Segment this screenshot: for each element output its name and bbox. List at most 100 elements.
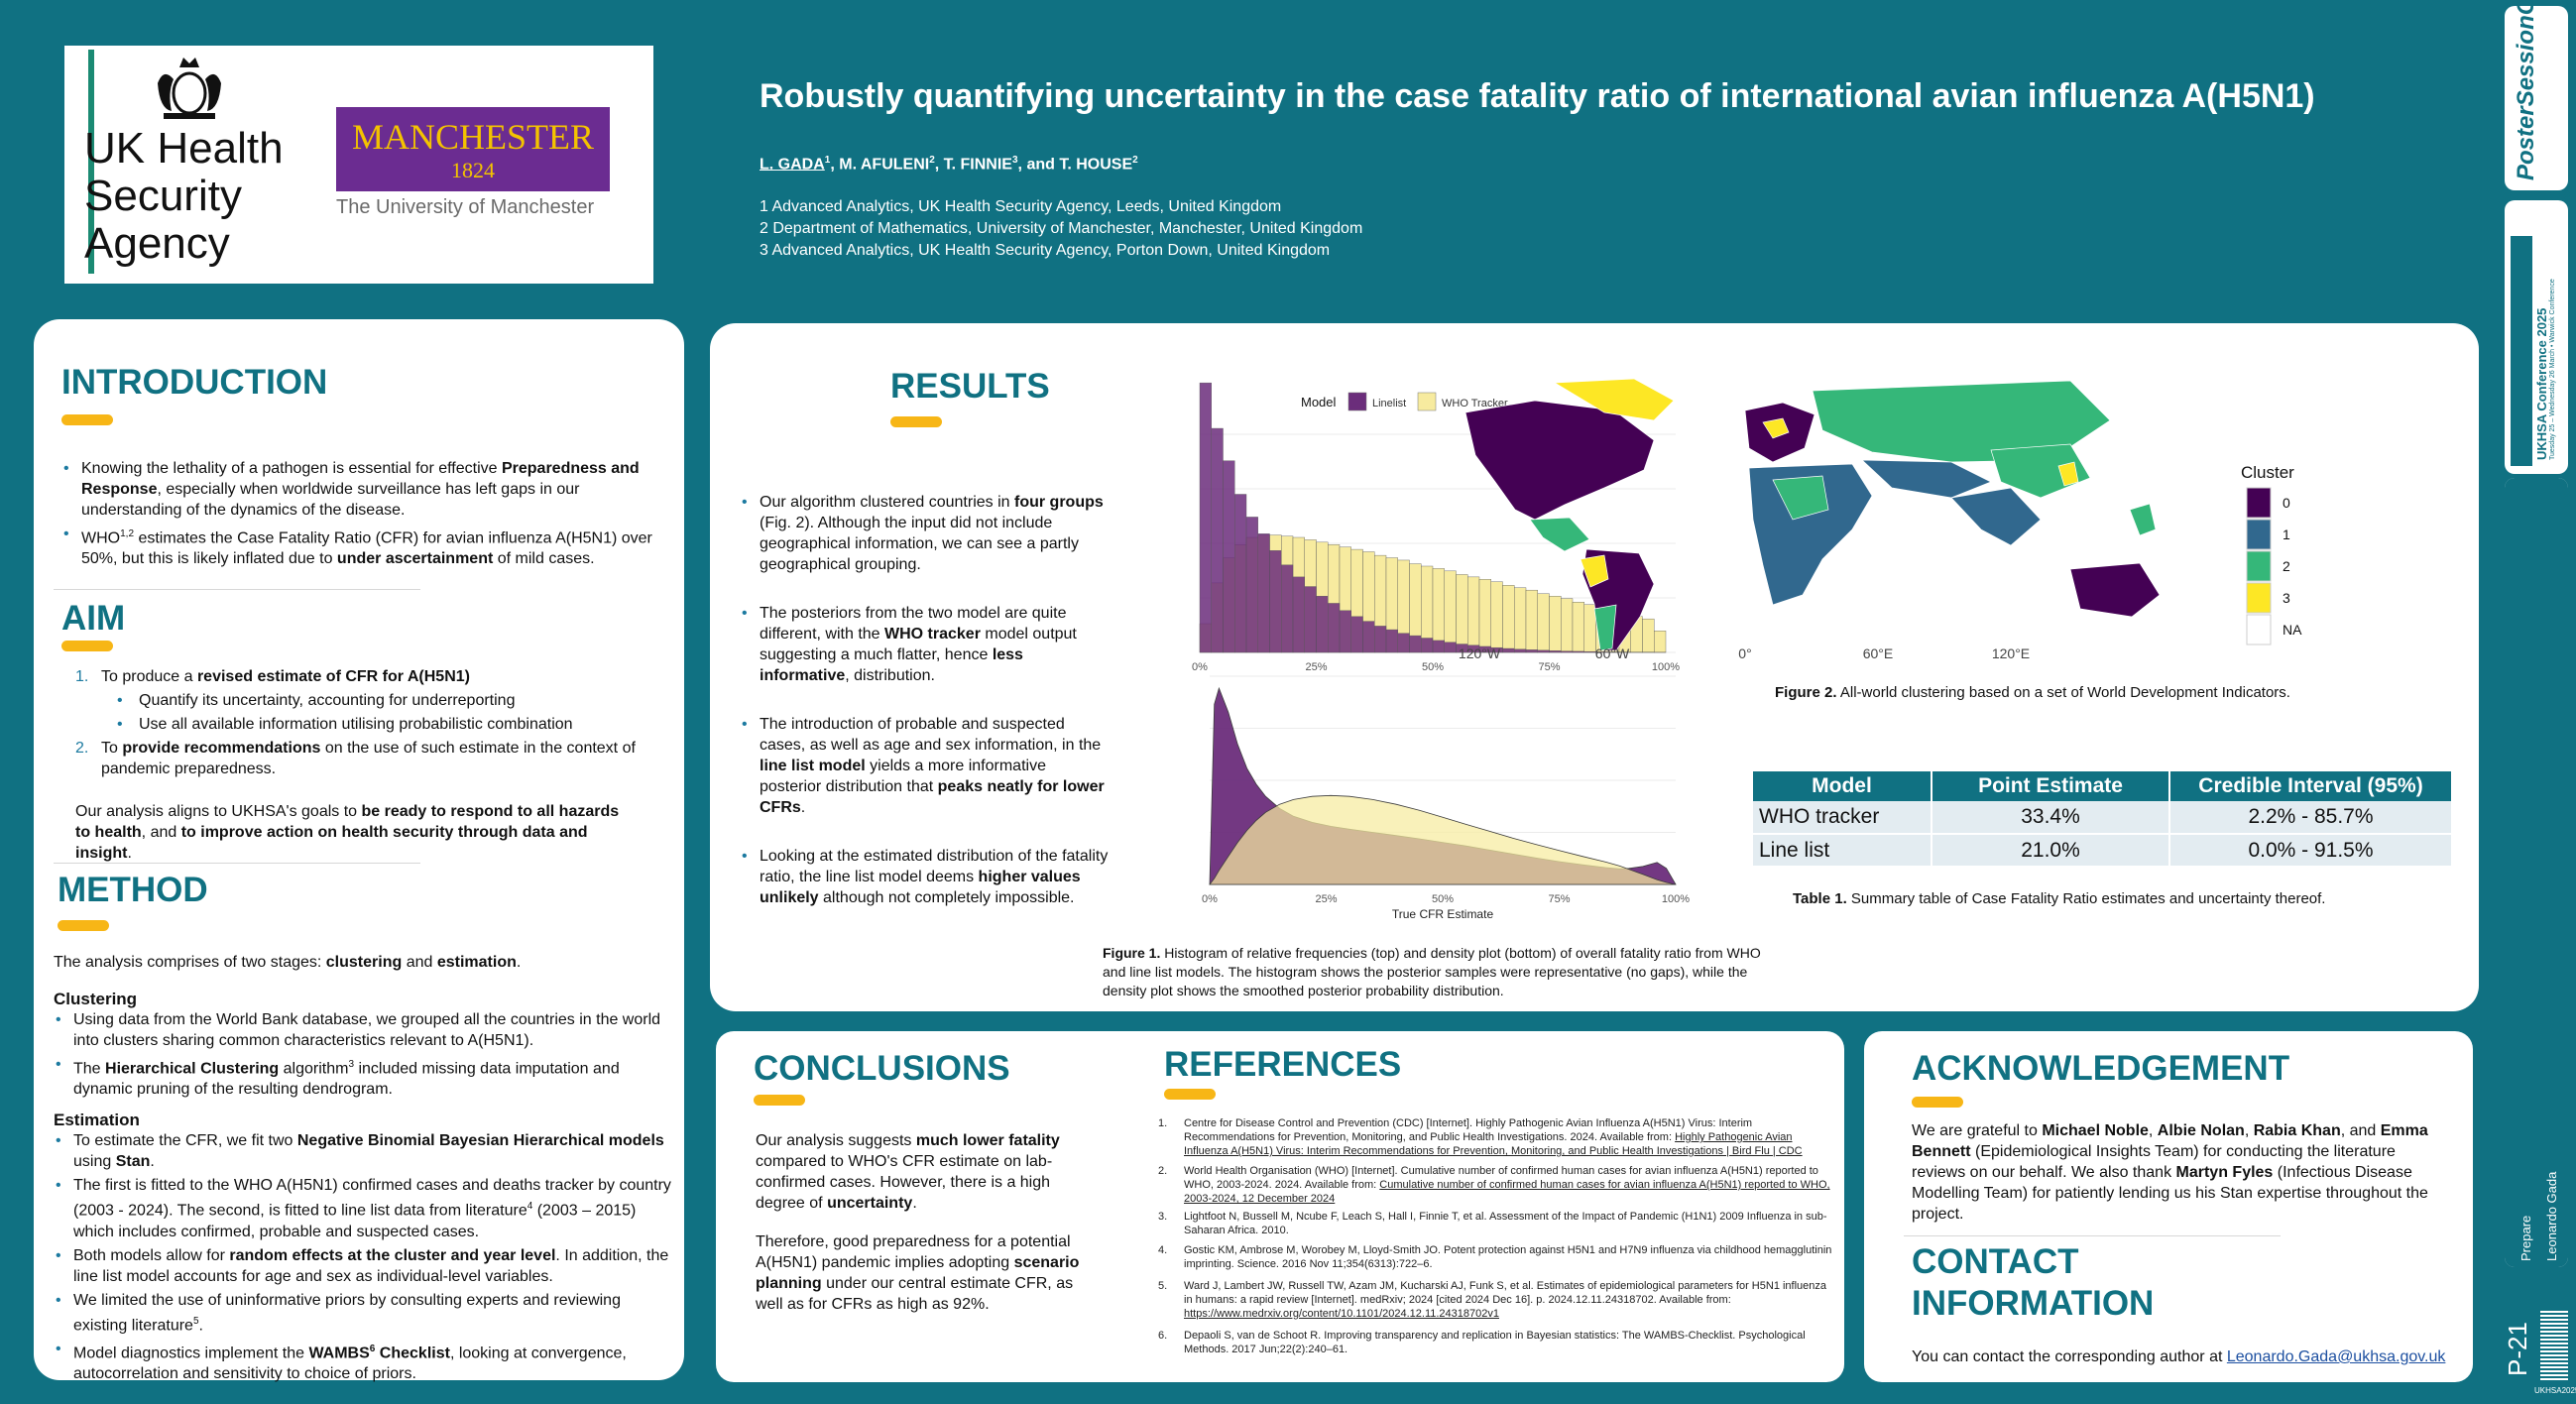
list-item: Both models allow for random effects at … <box>54 1245 672 1287</box>
poster-title: Robustly quantifying uncertainty in the … <box>760 77 2315 115</box>
estimation-list: To estimate the CFR, we fit two Negative… <box>54 1130 672 1384</box>
reference-text: Depaoli S, van de Schoot R. Improving tr… <box>1184 1330 1806 1355</box>
logo-line: Security <box>84 172 242 220</box>
table-header: Model <box>1753 771 1932 801</box>
table-cell: Line list <box>1753 834 1932 868</box>
table-cell: WHO tracker <box>1753 801 1932 835</box>
sidebar-author: Leonardo Gada <box>2544 1171 2559 1261</box>
list-item: The posteriors from the two model are qu… <box>740 603 1111 686</box>
introduction-heading: INTRODUCTION <box>61 363 328 402</box>
histogram-bar <box>1328 603 1341 653</box>
heading-accent-bar <box>58 920 109 931</box>
map-country <box>1861 459 1992 499</box>
histogram-bar <box>1257 533 1270 653</box>
histogram-bar <box>1234 494 1247 653</box>
reference-number: 1. <box>1158 1117 1168 1129</box>
legend-label: WHO Tracker <box>1442 398 1508 410</box>
author-sup: 2 <box>929 155 935 166</box>
conference-title: UKHSA Conference 2025 <box>2534 307 2549 460</box>
list-item: Using data from the World Bank database,… <box>54 1009 672 1051</box>
list-item: Knowing the lethality of a pathogen is e… <box>61 458 666 521</box>
list-item: The first is fitted to the WHO A(H5N1) c… <box>54 1175 672 1241</box>
x-tick-label: 0% <box>1192 661 1208 673</box>
table-row: WHO tracker 33.4% 2.2% - 85.7% <box>1753 801 2453 835</box>
conference-card[interactable]: UKHSA Conference 2025 Tuesday 25 – Wedne… <box>2505 200 2568 474</box>
aim-paragraph: Our analysis aligns to UKHSA's goals to … <box>75 803 620 862</box>
histogram-bar <box>1245 517 1258 653</box>
reference-text: Lightfoot N, Bussell M, Ncube F, Leach S… <box>1184 1211 1827 1236</box>
legend-swatch <box>2246 487 2272 519</box>
list-item: Our algorithm clustered countries in fou… <box>740 492 1111 575</box>
histogram-bar <box>1292 576 1305 653</box>
density-area <box>1209 794 1677 885</box>
logo-line: Agency <box>84 219 230 268</box>
manchester-year: 1824 <box>451 158 495 182</box>
introduction-list: Knowing the lethality of a pathogen is e… <box>61 458 666 572</box>
manchester-subtitle: The University of Manchester <box>336 196 595 218</box>
list-item: WHO1,2 estimates the Case Fatality Ratio… <box>61 524 666 569</box>
map-x-tick: 60°W <box>1595 645 1630 658</box>
author-sup: 1 <box>824 155 831 166</box>
reference-link[interactable]: Highly Pathogenic Avian Influenza A(H5N1… <box>1184 1131 1803 1157</box>
table-row: Line list 21.0% 0.0% - 91.5% <box>1753 834 2453 868</box>
legend-swatch <box>2246 550 2272 582</box>
reference-item: 1. Centre for Disease Control and Prevent… <box>1158 1116 1832 1162</box>
logo-box: UK Health Security Agency MANCHESTER 182… <box>64 46 653 284</box>
table-cell: 2.2% - 85.7% <box>2169 801 2453 835</box>
estimation-heading: Estimation <box>54 1111 140 1130</box>
results-list: Our algorithm clustered countries in fou… <box>740 492 1111 911</box>
list-item: 1. To produce a revised estimate of CFR f… <box>75 668 470 685</box>
histogram-chart: Model Linelist WHO Tracker 0% 25% 50% 75% 100% <box>1192 382 1680 673</box>
legend-label: 2 <box>2283 558 2290 574</box>
x-tick-label: 75% <box>1538 661 1560 673</box>
x-tick-label: 100% <box>1662 893 1690 905</box>
affiliation: 1 Advanced Analytics, UK Health Security… <box>760 198 1282 215</box>
acknowledgement-panel: ACKNOWLEDGEMENT We are grateful to Micha… <box>1864 1031 2473 1382</box>
author-2: , M. AFULENI <box>830 156 930 174</box>
list-item: The Hierarchical Clustering algorithm3 i… <box>54 1054 672 1100</box>
author-4: , and T. HOUSE <box>1017 156 1133 174</box>
manchester-wordmark: MANCHESTER <box>351 117 595 157</box>
legend-swatch <box>2246 519 2272 550</box>
brand-main: SessionOnline <box>2513 0 2539 107</box>
brand-card[interactable]: PosterSessionOnline <box>2505 0 2568 190</box>
map-country <box>1748 463 1873 606</box>
crest-icon <box>88 50 94 274</box>
reference-text: Centre for Disease Control and Preventio… <box>1184 1117 1803 1157</box>
reference-link[interactable]: https://www.medrxiv.org/content/10.1101/… <box>1184 1308 1499 1320</box>
list-item: Model diagnostics implement the WAMBS6 C… <box>54 1339 672 1384</box>
divider <box>1904 1235 2281 1236</box>
prepare-card[interactable]: Prepare Leonardo Gada <box>2505 478 2568 1267</box>
conclusions-heading: CONCLUSIONS <box>754 1049 1010 1088</box>
list-item: Quantify its uncertainty, accounting for… <box>61 690 666 711</box>
email-link[interactable]: Leonardo.Gada@ukhsa.gov.uk <box>2226 1348 2446 1365</box>
legend-label: NA <box>2283 622 2302 638</box>
author-1: L. GADA <box>760 156 825 174</box>
method-intro: The analysis comprises of two stages: cl… <box>54 954 522 971</box>
map-country <box>1950 487 2042 546</box>
histogram-bar <box>1281 564 1294 653</box>
author-sup: 2 <box>1132 155 1138 166</box>
x-tick-label: 100% <box>1652 661 1680 673</box>
author-sup: 3 <box>1011 155 1018 166</box>
reference-link[interactable]: Cumulative number of confirmed human cas… <box>1184 1179 1830 1205</box>
x-tick-label: 75% <box>1548 893 1570 905</box>
map-x-tick: 120°E <box>1992 645 2030 658</box>
map-country <box>2057 461 2079 487</box>
list-item: To estimate the CFR, we fit two Negative… <box>54 1130 672 1172</box>
table-header-row: Model Point Estimate Credible Interval (… <box>1753 771 2453 801</box>
density-chart: 0% 25% 50% 75% 100% True CFR Estimate <box>1202 675 1690 921</box>
x-tick-label: 50% <box>1422 661 1444 673</box>
histogram-bar <box>1304 586 1317 653</box>
map-x-tick: 60°E <box>1863 645 1894 658</box>
legend-label: Linelist <box>1372 398 1406 410</box>
legend-swatch <box>1347 392 1367 411</box>
acknowledgement-heading: ACKNOWLEDGEMENT <box>1912 1049 2290 1088</box>
table-cell: 21.0% <box>1932 834 2170 868</box>
table-header: Credible Interval (95%) <box>2169 771 2453 801</box>
conclusions-body: Our analysis suggests much lower fatalit… <box>756 1130 1083 1315</box>
manchester-logo: MANCHESTER 1824 <box>336 107 610 191</box>
map-x-tick: 0° <box>1738 645 1751 658</box>
histogram-bar <box>1269 550 1282 653</box>
table-header: Point Estimate <box>1932 771 2170 801</box>
